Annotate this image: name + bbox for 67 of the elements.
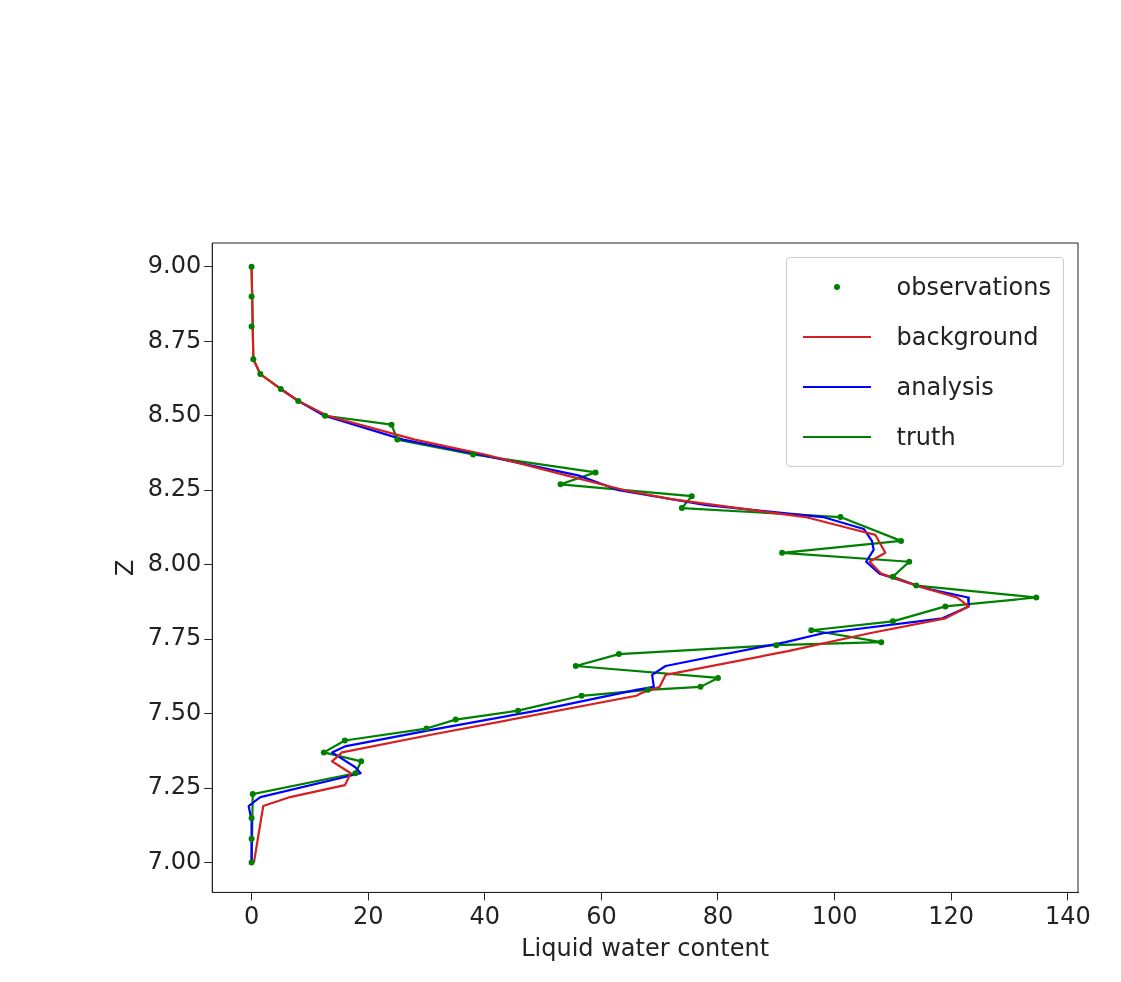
y-tick-label: 7.25: [147, 772, 202, 801]
point: [906, 558, 913, 565]
point: [452, 716, 459, 723]
y-tick-label: 8.25: [147, 474, 202, 503]
legend-label: analysis: [896, 373, 994, 401]
point: [470, 451, 477, 458]
point: [250, 356, 257, 363]
point: [697, 683, 704, 690]
point: [352, 770, 359, 777]
y-tick-label: 7.75: [147, 623, 202, 652]
point: [889, 573, 896, 580]
legend-label: background: [896, 323, 1039, 351]
y-tick-label: 8.00: [147, 548, 202, 577]
x-tick-label: 40: [469, 902, 501, 931]
point: [248, 814, 255, 821]
x-tick-label: 140: [1044, 902, 1091, 931]
legend-label: observations: [896, 273, 1051, 301]
y-tick-label: 7.00: [147, 846, 202, 875]
point: [779, 549, 786, 556]
point: [714, 674, 721, 681]
point: [248, 859, 255, 866]
point: [248, 293, 255, 300]
point: [572, 663, 579, 669]
point: [358, 758, 365, 765]
x-tick-label: 100: [811, 902, 858, 931]
point: [295, 397, 302, 404]
point: [322, 412, 329, 419]
point: [878, 639, 885, 646]
point: [248, 835, 255, 842]
x-tick-label: 0: [243, 902, 260, 931]
y-tick-label: 8.50: [147, 400, 202, 429]
point: [248, 323, 255, 330]
point: [688, 493, 695, 500]
y-tick-label: 9.00: [147, 251, 202, 280]
point: [942, 603, 949, 610]
point: [615, 651, 622, 658]
point: [388, 421, 395, 428]
point: [1033, 594, 1040, 601]
x-tick-label: 120: [928, 902, 975, 931]
point: [515, 707, 522, 714]
y-axis-title: Z: [110, 559, 139, 576]
y-tick-label: 7.50: [147, 697, 202, 726]
point: [837, 514, 844, 521]
point: [557, 481, 564, 488]
point: [341, 737, 348, 744]
x-tick-label: 80: [702, 902, 734, 931]
point: [592, 469, 599, 476]
point: [773, 642, 780, 649]
x-tick-label: 20: [352, 902, 384, 931]
point: [889, 618, 896, 625]
point: [578, 692, 585, 699]
y-tick-label: 8.75: [147, 325, 202, 354]
point: [249, 791, 256, 798]
point: [248, 263, 255, 270]
point: [423, 725, 430, 732]
x-tick-label: 60: [586, 902, 617, 931]
point: [645, 686, 652, 693]
point: [913, 582, 920, 589]
point: [277, 385, 284, 392]
point: [320, 749, 327, 756]
legend-label: truth: [896, 423, 956, 451]
point: [394, 436, 401, 443]
point: [678, 505, 685, 512]
point: [808, 627, 815, 634]
point: [898, 537, 905, 544]
point: [257, 371, 264, 378]
x-axis-title: Liquid water content: [521, 933, 770, 962]
